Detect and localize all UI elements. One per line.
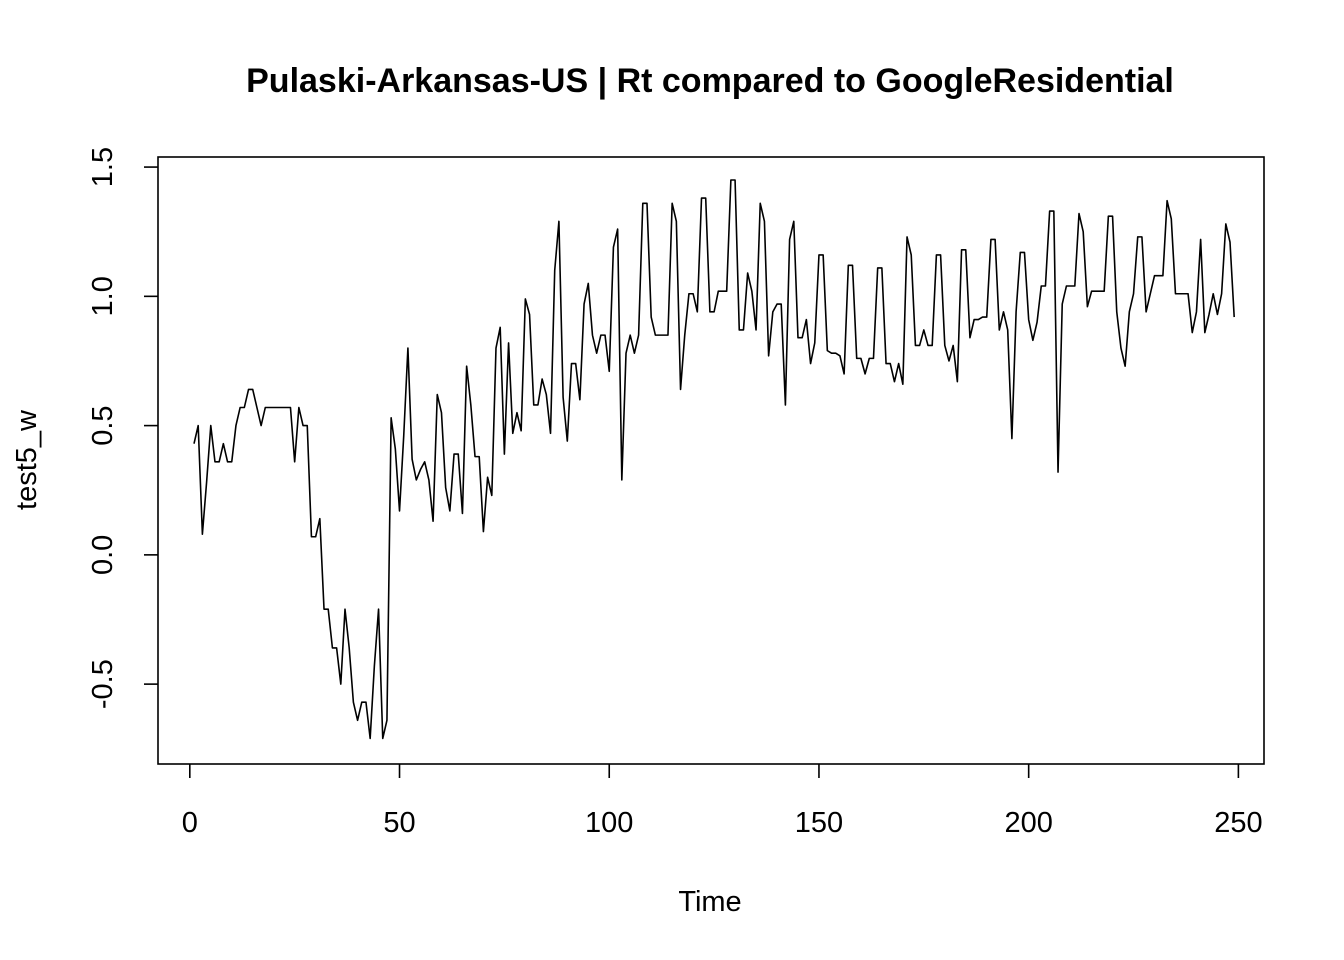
x-tick-label: 250	[1214, 807, 1262, 839]
plot-frame	[157, 156, 1265, 765]
x-tick-label: 150	[795, 807, 843, 839]
y-tick-label: 0.0	[87, 535, 119, 575]
y-tick-label: 1.5	[87, 147, 119, 187]
x-tick-label: 200	[1004, 807, 1052, 839]
x-tick-label: 100	[585, 807, 633, 839]
x-axis: 0 50 100 150 200 250	[182, 764, 1263, 839]
y-axis-label: test5_w	[11, 409, 43, 510]
x-tick-label: 0	[182, 807, 198, 839]
y-tick-label: -0.5	[87, 659, 119, 709]
y-tick-label: 1.0	[87, 276, 119, 316]
series-line	[193, 179, 1235, 740]
y-axis: -0.5 0.0 0.5 1.0 1.5	[87, 147, 158, 709]
x-axis-label: Time	[678, 886, 741, 918]
y-tick-label: 0.5	[87, 405, 119, 445]
x-tick-label: 50	[383, 807, 415, 839]
chart-title: Pulaski-Arkansas-US | Rt compared to Goo…	[246, 62, 1174, 100]
